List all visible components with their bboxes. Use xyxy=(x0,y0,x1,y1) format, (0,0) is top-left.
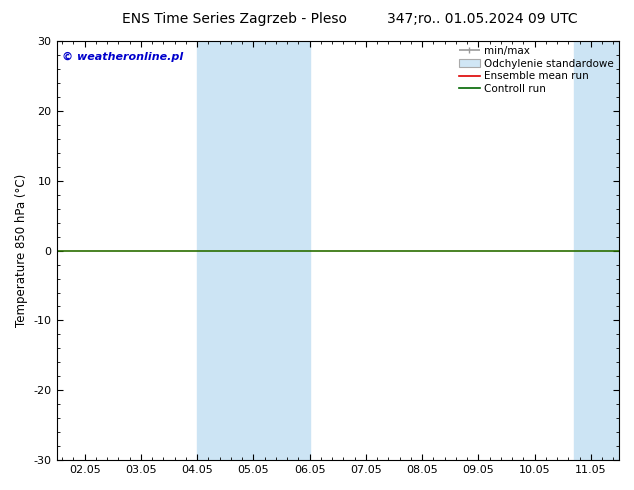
Bar xyxy=(197,41,309,460)
Text: 347;ro.. 01.05.2024 09 UTC: 347;ro.. 01.05.2024 09 UTC xyxy=(387,12,577,26)
Y-axis label: Temperature 850 hPa (°C): Temperature 850 hPa (°C) xyxy=(15,174,28,327)
Bar xyxy=(574,41,634,460)
Text: © weatheronline.pl: © weatheronline.pl xyxy=(62,51,183,62)
Legend: min/max, Odchylenie standardowe, Ensemble mean run, Controll run: min/max, Odchylenie standardowe, Ensembl… xyxy=(457,44,616,96)
Text: ENS Time Series Zagrzeb - Pleso: ENS Time Series Zagrzeb - Pleso xyxy=(122,12,347,26)
